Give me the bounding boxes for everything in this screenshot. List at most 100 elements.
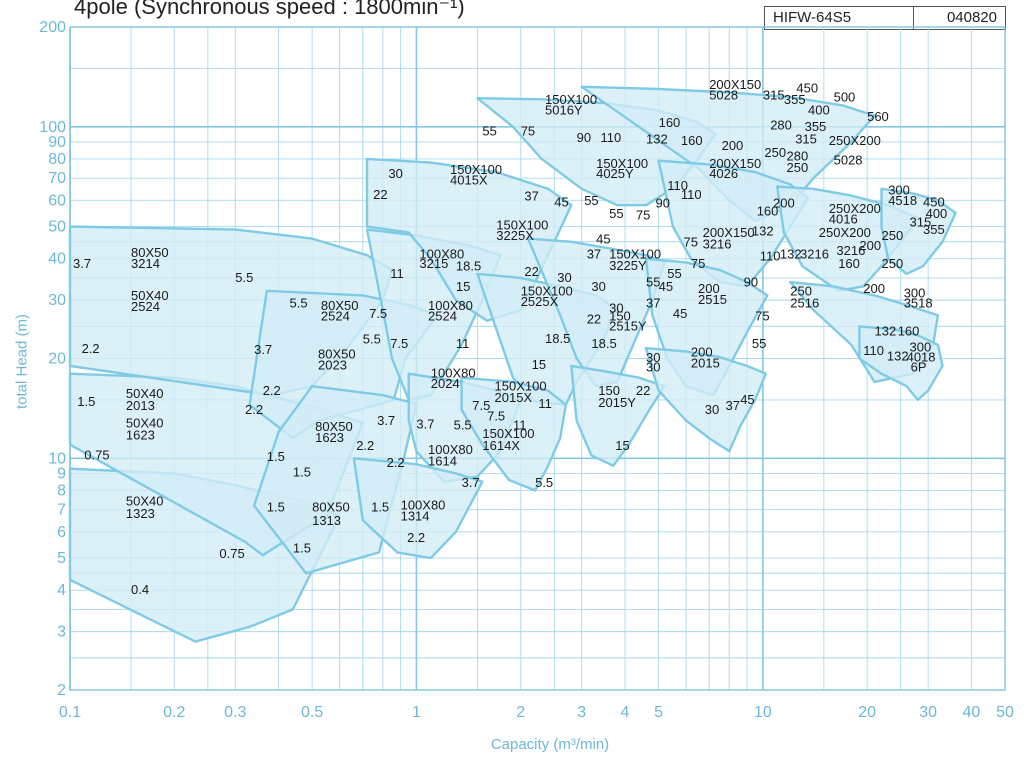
region-label: 5.5 <box>454 418 472 433</box>
region-label: 132 <box>875 323 897 338</box>
region-label: 160 <box>659 115 681 130</box>
x-tick-label: 2 <box>516 704 525 721</box>
x-tick-label: 10 <box>754 704 772 721</box>
region-label: 160 <box>838 256 860 271</box>
pump-region <box>352 457 484 560</box>
pump-region <box>644 346 767 453</box>
region-label: 45 <box>673 306 687 321</box>
region-label: 150X100 <box>495 379 547 394</box>
region-label: 2013 <box>126 398 155 413</box>
region-label: 50X40 <box>126 494 164 509</box>
region-label: 100X80 <box>428 298 473 313</box>
y-tick-label: 5 <box>57 550 66 567</box>
region-label: 2524 <box>321 309 350 324</box>
region-label: 110 <box>667 178 688 193</box>
region-label: 75 <box>684 235 698 250</box>
region-label: 55 <box>482 124 496 139</box>
region-label: 200 <box>773 196 795 211</box>
chart-title: 4pole (Synchronous speed : 1800min⁻¹) <box>74 0 465 19</box>
region-label: 3.7 <box>254 342 272 357</box>
y-tick-label: 200 <box>39 19 66 36</box>
region-label: 5.5 <box>235 270 253 285</box>
y-tick-label: 70 <box>48 170 66 187</box>
region-label: 100X80 <box>419 247 464 262</box>
region-label: 400 <box>926 206 948 221</box>
region-label: 3215 <box>419 256 448 271</box>
region-label: 315 <box>763 87 785 102</box>
region-label: 18.5 <box>591 336 616 351</box>
region-label: 3216 <box>703 236 732 251</box>
region-label: 2015Y <box>598 395 636 410</box>
x-axis-label: Capacity (m³/min) <box>490 736 610 753</box>
region-label: 80X50 <box>312 500 350 515</box>
region-label: 5.5 <box>535 475 553 490</box>
region-label: 75 <box>691 256 705 271</box>
region-label: 3225Y <box>609 258 647 273</box>
y-tick-label: 8 <box>57 482 66 499</box>
region-label: 2015X <box>495 390 533 405</box>
y-tick-label: 10 <box>48 450 66 467</box>
region-label: 1314 <box>401 508 430 523</box>
region-label: 250X200 <box>829 133 881 148</box>
region-label: 80X50 <box>321 298 359 313</box>
region-label: 250 <box>790 283 812 298</box>
pump-region <box>880 187 957 276</box>
region-label: 30 <box>388 166 402 181</box>
region-label: 80X50 <box>318 347 356 362</box>
region-label: 15 <box>615 438 629 453</box>
region-label: 50X40 <box>126 415 164 430</box>
region-label: 2516 <box>790 296 819 311</box>
region-label: 45 <box>740 392 754 407</box>
pump-region <box>570 364 666 467</box>
region-label: 0.75 <box>84 448 109 463</box>
region-label: 1.5 <box>293 540 311 555</box>
region-label: 250 <box>787 160 809 175</box>
region-label: 132 <box>780 247 802 262</box>
region-label: 55 <box>667 266 681 281</box>
region-label: 450 <box>796 80 818 95</box>
region-label: 250 <box>882 228 904 243</box>
region-label: 37 <box>524 188 538 203</box>
region-label: 150X100 <box>545 92 597 107</box>
region-label: 5028 <box>709 87 738 102</box>
pump-regions: 50X4013230.750.750.450X40201350X4016231.… <box>68 77 957 643</box>
pump-region <box>858 325 944 402</box>
region-label: 280 <box>770 118 792 133</box>
region-label: 4016 <box>829 212 858 227</box>
region-label: 2525X <box>521 294 559 309</box>
region-label: 315 <box>910 215 932 230</box>
region-label: 30 <box>646 359 660 374</box>
region-label: 1.5 <box>267 500 285 515</box>
region-label: 355 <box>923 222 945 237</box>
region-label: 110 <box>601 130 622 145</box>
region-label: 200 <box>859 238 881 253</box>
region-label: 18.5 <box>456 259 481 274</box>
axis-ticks: 0.1 0.2 0.3 0.5 1 2 3 4 5 10 20 30 40 502345678910203… <box>39 19 1014 721</box>
region-label: 2515 <box>698 292 727 307</box>
region-label: 90 <box>577 130 591 145</box>
region-label: 280 <box>787 149 809 164</box>
region-label: 5028 <box>834 152 863 167</box>
region-label: 30 <box>646 350 660 365</box>
region-label: 30 <box>609 301 623 316</box>
region-label: 300 <box>910 340 932 355</box>
model-code: HIFW-64S5 <box>765 7 914 29</box>
x-tick-label: 20 <box>858 704 876 721</box>
region-label: 3.7 <box>73 256 91 271</box>
y-tick-label: 4 <box>57 582 66 599</box>
region-label: 160 <box>898 323 920 338</box>
region-label: 150 <box>609 309 631 324</box>
region-label: 150X100 <box>496 218 548 233</box>
region-label: 250X200 <box>829 201 881 216</box>
region-label: 2024 <box>431 376 460 391</box>
region-label: 22 <box>524 264 538 279</box>
region-label: 30 <box>705 402 719 417</box>
region-label: 1.5 <box>371 500 389 515</box>
region-label: 75 <box>521 124 535 139</box>
region-label: 3214 <box>131 256 160 271</box>
y-tick-label: 80 <box>48 151 66 168</box>
region-label: 3225X <box>496 228 534 243</box>
x-tick-label: 1 <box>412 704 421 721</box>
x-tick-label: 40 <box>963 704 981 721</box>
region-label: 7.5 <box>487 409 505 424</box>
